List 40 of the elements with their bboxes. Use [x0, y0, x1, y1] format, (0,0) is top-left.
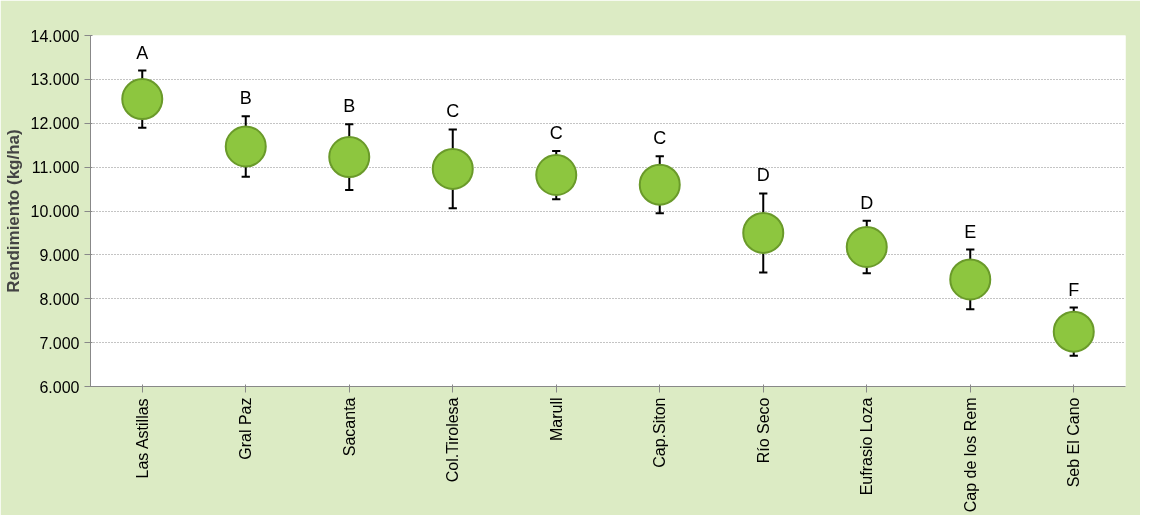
x-tick-label: Las Astillas	[133, 398, 151, 479]
y-tick-label: 6.000	[39, 378, 80, 396]
x-tick-label: Eufrasio Loza	[858, 397, 876, 496]
point	[121, 78, 164, 121]
annotation: C	[549, 122, 563, 143]
point	[638, 163, 681, 206]
point	[328, 136, 371, 178]
y-tick-label: 9.000	[39, 246, 80, 264]
x-tick-label: Marull	[547, 397, 565, 442]
annotation: A	[136, 42, 149, 63]
y-tick-label: 11.000	[31, 159, 80, 177]
y-tick-label: 7.000	[39, 334, 80, 352]
point	[1052, 310, 1095, 353]
annotation: D	[756, 165, 770, 186]
annotation: B	[239, 88, 252, 109]
x-tick-label: Sacanta	[340, 397, 358, 457]
point	[535, 154, 578, 196]
y-axis-title: Rendimiento (kg/ha)	[3, 129, 23, 293]
annotation: B	[343, 96, 356, 117]
y-tick-label: 10.000	[30, 203, 80, 220]
x-tick-label: Cap.Siton	[651, 397, 669, 468]
point	[845, 226, 888, 268]
annotation: F	[1068, 279, 1080, 300]
point	[431, 147, 474, 190]
annotation: C	[446, 101, 460, 122]
y-tick-label: 12.000	[30, 115, 80, 133]
annotation: D	[860, 192, 874, 213]
y-tick-label: 8.000	[39, 290, 80, 308]
point	[949, 258, 992, 301]
annotation: E	[964, 221, 977, 242]
x-tick-label: Col.Tirolesa	[444, 397, 462, 483]
annotation: C	[653, 128, 667, 149]
point	[742, 211, 785, 254]
x-tick-label: Gral Paz	[237, 397, 255, 460]
x-tick-label: Cap de los Rem	[961, 397, 979, 513]
y-tick-label: 14.000	[30, 27, 80, 45]
point	[224, 125, 267, 168]
y-tick-label: 13.000	[30, 71, 80, 89]
x-tick-label: Seb El Cano	[1065, 397, 1083, 488]
x-tick-label: Río Seco	[754, 397, 772, 464]
